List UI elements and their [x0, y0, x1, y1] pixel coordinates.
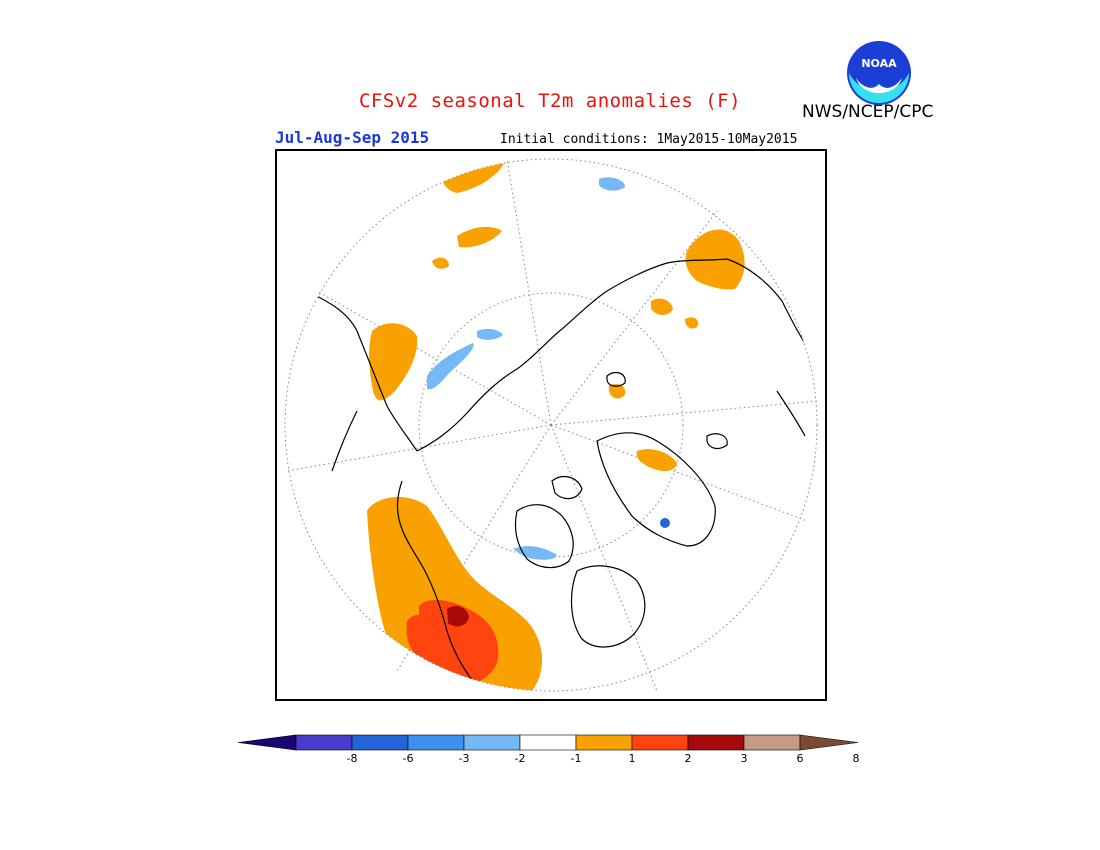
coastlines: [306, 258, 817, 691]
colorbar-swatch: [463, 734, 521, 751]
colorbar-swatch: [519, 734, 577, 751]
chart-title: CFSv2 seasonal T2m anomalies (F): [358, 90, 742, 112]
colorbar-swatch: [407, 734, 465, 751]
colorbar-tick-label: -1: [570, 752, 582, 765]
colorbar-swatch: [687, 734, 745, 751]
colorbar-min-arrow: [238, 734, 297, 751]
colorbar-swatch: [743, 734, 801, 751]
colorbar-tick-label: -6: [402, 752, 414, 765]
colorbar-swatch: [631, 734, 689, 751]
colorbar-swatch: [575, 734, 633, 751]
agency-label: NWS/NCEP/CPC: [802, 102, 934, 122]
noaa-logo: NOAA: [847, 41, 911, 105]
colorbar-tick-label: 1: [628, 752, 636, 765]
polar-map: [275, 149, 827, 701]
colorbar-tick-label: 6: [796, 752, 804, 765]
colorbar: [238, 734, 859, 751]
graticule: [284, 158, 818, 692]
logo-text: NOAA: [861, 57, 897, 70]
colorbar-tick-label: 2: [684, 752, 692, 765]
initial-conditions: Initial conditions: 1May2015-10May2015: [500, 132, 798, 147]
colorbar-tick-label: -2: [514, 752, 526, 765]
positive-anomaly-regions: [367, 159, 745, 691]
colorbar-tick-label: 3: [740, 752, 748, 765]
negative-anomaly-regions: [427, 177, 670, 560]
colorbar-swatch: [295, 734, 353, 751]
colorbar-max-arrow: [799, 734, 859, 751]
colorbar-tick-label: -8: [346, 752, 358, 765]
colorbar-tick-label: 8: [852, 752, 860, 765]
colorbar-swatch: [351, 734, 409, 751]
colorbar-tick-label: -3: [458, 752, 470, 765]
forecast-period: Jul-Aug-Sep 2015: [275, 128, 430, 147]
